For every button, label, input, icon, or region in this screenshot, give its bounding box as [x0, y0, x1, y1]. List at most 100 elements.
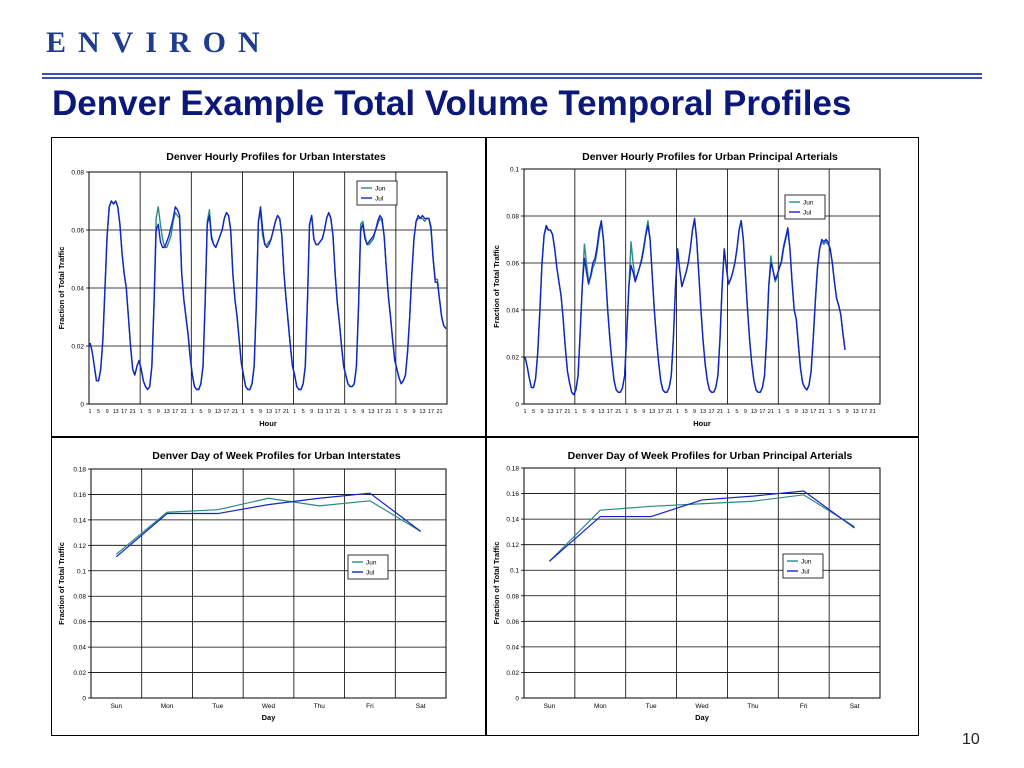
x-tick-label: 21	[385, 409, 391, 415]
x-tick-label: 9	[540, 409, 543, 415]
legend-label: Jun	[803, 199, 814, 206]
x-tick-label: 9	[310, 409, 313, 415]
chart-title: Denver Hourly Profiles for Urban Interst…	[166, 151, 386, 163]
x-tick-label: 17	[326, 409, 332, 415]
y-tick-label: 0.04	[506, 308, 519, 315]
x-tick-label: 13	[853, 409, 859, 415]
x-tick-label: 9	[208, 409, 211, 415]
x-tick-label: 5	[97, 409, 100, 415]
chart-dow-arterials: Denver Day of Week Profiles for Urban Pr…	[492, 450, 881, 722]
plot-area	[523, 467, 881, 699]
x-tick-label: 9	[157, 409, 160, 415]
y-tick-label: 0.16	[506, 491, 519, 498]
y-tick-label: 0.02	[71, 344, 84, 351]
x-tick-label: 1	[676, 409, 679, 415]
x-tick-label: Thu	[747, 703, 759, 710]
header-rule	[42, 73, 982, 79]
x-tick-label: 9	[106, 409, 109, 415]
series-line-jul	[549, 490, 855, 562]
x-tick-label: 13	[649, 409, 655, 415]
legend-label: Jun	[366, 559, 377, 566]
x-tick-label: Wed	[262, 703, 276, 710]
x-tick-label: 9	[642, 409, 645, 415]
x-tick-label: 1	[524, 409, 527, 415]
x-tick-label: 21	[232, 409, 238, 415]
x-tick-label: 13	[368, 409, 374, 415]
x-tick-label: 13	[751, 409, 757, 415]
x-axis-label: Day	[695, 713, 710, 722]
x-tick-label: 1	[625, 409, 628, 415]
x-tick-label: 13	[700, 409, 706, 415]
x-tick-label: 17	[377, 409, 383, 415]
y-tick-label: 0.06	[73, 619, 86, 626]
x-tick-label: 5	[353, 409, 356, 415]
x-tick-label: 5	[404, 409, 407, 415]
y-tick-label: 0.14	[506, 517, 519, 524]
x-tick-label: 17	[275, 409, 281, 415]
y-tick-label: 0.12	[506, 542, 519, 549]
y-tick-label: 0	[515, 696, 519, 703]
x-tick-label: Thu	[314, 703, 326, 710]
x-tick-label: Fri	[800, 703, 808, 710]
x-tick-label: 5	[148, 409, 151, 415]
page-number: 10	[962, 731, 980, 748]
x-tick-label: 9	[412, 409, 415, 415]
y-tick-label: 0.14	[73, 517, 86, 524]
x-tick-label: 21	[870, 409, 876, 415]
x-tick-label: 17	[708, 409, 714, 415]
x-tick-label: 5	[302, 409, 305, 415]
chart-panel-dow-arterials: Denver Day of Week Profiles for Urban Pr…	[486, 437, 919, 736]
y-axis-label: Fraction of Total Traffic	[57, 542, 66, 625]
y-tick-label: 0.18	[506, 466, 519, 473]
x-tick-label: 5	[532, 409, 535, 415]
x-tick-label: 5	[685, 409, 688, 415]
x-tick-label: 17	[172, 409, 178, 415]
x-tick-label: 21	[181, 409, 187, 415]
x-tick-label: 13	[802, 409, 808, 415]
y-tick-label: 0.1	[510, 167, 519, 174]
y-tick-label: 0.1	[77, 568, 86, 575]
y-tick-label: 0	[82, 696, 86, 703]
legend-label: Jul	[803, 209, 812, 216]
x-tick-label: 13	[215, 409, 221, 415]
x-tick-label: Sun	[111, 703, 123, 710]
x-tick-label: 21	[436, 409, 442, 415]
x-tick-label: 17	[810, 409, 816, 415]
x-tick-label: 21	[615, 409, 621, 415]
series-line-jul	[115, 492, 422, 558]
x-tick-label: 9	[744, 409, 747, 415]
y-tick-label: 0.12	[73, 543, 86, 550]
y-tick-label: 0.02	[73, 670, 86, 677]
series-line-jun	[549, 494, 855, 562]
x-tick-label: 17	[607, 409, 613, 415]
x-tick-label: Sat	[416, 703, 426, 710]
legend-box	[782, 553, 824, 579]
x-tick-label: 1	[395, 409, 398, 415]
x-tick-label: 17	[428, 409, 434, 415]
y-tick-label: 0.06	[71, 228, 84, 235]
x-tick-label: 17	[759, 409, 765, 415]
x-tick-label: 17	[223, 409, 229, 415]
x-axis-label: Hour	[259, 419, 277, 428]
chart-hourly-interstates: Denver Hourly Profiles for Urban Interst…	[57, 151, 448, 428]
x-tick-label: 1	[242, 409, 245, 415]
x-tick-label: 21	[334, 409, 340, 415]
x-tick-label: 1	[829, 409, 832, 415]
x-tick-label: 21	[283, 409, 289, 415]
x-tick-label: 21	[564, 409, 570, 415]
x-tick-label: Fri	[366, 703, 374, 710]
x-tick-label: 1	[574, 409, 577, 415]
y-tick-label: 0.02	[506, 355, 519, 362]
x-tick-label: 13	[266, 409, 272, 415]
series-line-jul	[524, 217, 846, 396]
x-tick-label: 9	[795, 409, 798, 415]
chart-panel-hourly-arterials: Denver Hourly Profiles for Urban Princip…	[486, 137, 919, 437]
x-tick-label: 5	[199, 409, 202, 415]
plot-area	[523, 168, 881, 405]
x-tick-label: 13	[164, 409, 170, 415]
x-tick-label: 1	[727, 409, 730, 415]
x-tick-label: Sat	[850, 703, 860, 710]
legend-box	[356, 180, 398, 206]
x-tick-label: Mon	[161, 703, 174, 710]
x-tick-label: 1	[191, 409, 194, 415]
